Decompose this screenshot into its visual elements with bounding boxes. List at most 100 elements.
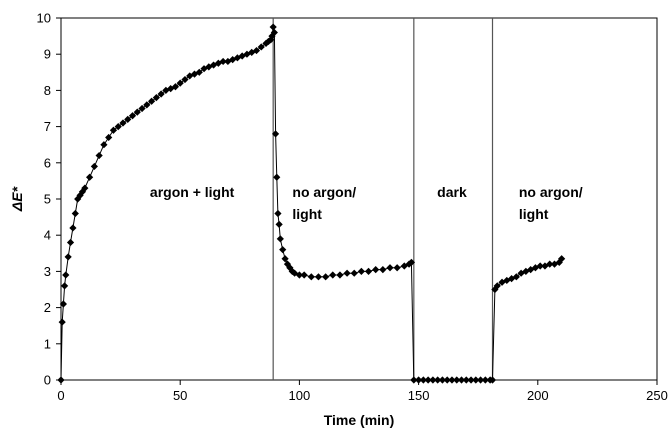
annotation-line: no argon/ (519, 184, 583, 200)
data-point (271, 130, 280, 138)
y-tick-label: 10 (37, 11, 51, 26)
data-point (60, 282, 69, 290)
data-point (190, 70, 199, 78)
data-point (364, 267, 373, 275)
y-tick-label: 0 (44, 373, 51, 388)
annotation-label: no argon/light (519, 184, 583, 222)
data-point (438, 376, 447, 384)
data-point (205, 63, 213, 71)
data-point (128, 112, 137, 120)
data-point (322, 273, 330, 281)
data-point (503, 276, 511, 285)
data-point (314, 273, 323, 281)
data-point (300, 271, 308, 279)
data-point (279, 246, 287, 254)
data-point (243, 50, 251, 58)
data-point (531, 264, 540, 272)
data-point (357, 267, 365, 275)
data-point (434, 376, 442, 384)
data-point (415, 376, 423, 384)
data-point (291, 269, 299, 277)
data-point (262, 39, 270, 47)
annotations: argon + light no argon/light dark no argon/… (150, 184, 583, 222)
annotation-label: no argon/light (292, 184, 356, 222)
data-point (276, 235, 284, 243)
data-point (407, 258, 416, 266)
data-point (400, 262, 408, 270)
data-point (379, 265, 387, 274)
data-point (62, 271, 70, 279)
data-point (343, 269, 351, 277)
data-point (124, 115, 132, 123)
data-point (59, 300, 67, 308)
data-point (410, 376, 418, 384)
annotation-line: no argon/ (292, 184, 356, 200)
data-point (522, 267, 530, 275)
data-point (393, 264, 401, 272)
data-point (114, 123, 122, 131)
data-point (64, 253, 72, 261)
data-point (536, 262, 544, 270)
data-point (157, 90, 165, 98)
x-tick-label: 100 (289, 388, 311, 403)
y-tick-label: 5 (44, 192, 51, 207)
data-point (229, 56, 237, 64)
x-tick-label: 50 (173, 388, 187, 403)
y-axis-label: ΔE* (9, 186, 25, 212)
annotation-label: dark (437, 184, 467, 200)
data-point (143, 101, 151, 109)
data-point (350, 269, 358, 277)
annotation-label: argon + light (150, 184, 235, 200)
data-point (527, 265, 535, 274)
data-point (555, 258, 563, 266)
data-point (476, 376, 485, 384)
x-tick-label: 200 (527, 388, 549, 403)
phase-boundary-lines (272, 18, 494, 380)
data-point (275, 220, 283, 228)
data-point (329, 271, 337, 279)
data-point (550, 260, 559, 268)
data-point (307, 273, 315, 281)
data-point (507, 275, 516, 283)
data-point (138, 104, 146, 113)
data-point (448, 376, 456, 384)
data-point (71, 209, 79, 218)
data-point (453, 376, 461, 384)
data-point (269, 23, 277, 31)
data-point (105, 133, 113, 142)
data-point (372, 265, 380, 274)
data-point (100, 141, 108, 149)
data-point (58, 318, 66, 326)
data-point (546, 260, 554, 268)
annotation-line: light (519, 206, 549, 222)
data-point (295, 271, 303, 279)
data-point (512, 273, 520, 281)
data-points (57, 23, 566, 384)
data-point (558, 255, 566, 263)
y-tick-label: 7 (44, 119, 51, 134)
data-point (467, 376, 475, 384)
data-point (286, 264, 294, 272)
data-point (176, 79, 184, 87)
x-tick-label: 150 (408, 388, 430, 403)
data-point (219, 57, 227, 66)
data-point (288, 267, 296, 275)
data-point (264, 37, 273, 46)
data-point (69, 224, 77, 232)
data-point (419, 376, 427, 384)
data-point (86, 173, 94, 181)
y-tick-label: 8 (44, 83, 51, 98)
data-point (95, 151, 103, 160)
y-tick-label: 4 (44, 228, 51, 243)
data-point (181, 75, 189, 84)
series-line (60, 26, 563, 381)
x-tick-label: 250 (646, 388, 668, 403)
data-point (541, 262, 549, 270)
data-point (147, 97, 156, 105)
data-point (257, 43, 265, 51)
y-tick-label: 3 (44, 264, 51, 279)
data-point (273, 173, 281, 181)
data-point (429, 376, 437, 384)
data-point (481, 376, 489, 384)
x-tick-label: 0 (57, 388, 64, 403)
